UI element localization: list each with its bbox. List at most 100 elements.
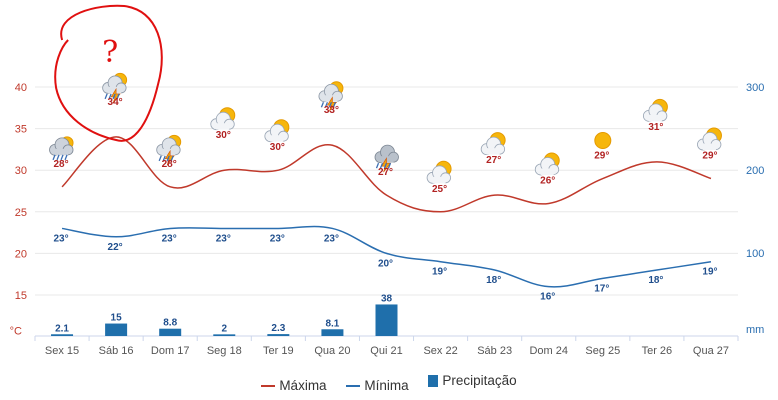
max-temp-label: 27° xyxy=(486,155,501,166)
cloud-part xyxy=(486,148,500,155)
min-temp-label: 23° xyxy=(270,233,285,244)
max-temp-label: 29° xyxy=(594,151,609,162)
rain-drop xyxy=(320,101,325,108)
precipitation-label: 2 xyxy=(221,323,227,334)
x-tick-label: Sáb 16 xyxy=(99,345,134,357)
rain-drop xyxy=(324,101,329,108)
y-unit-left: °C xyxy=(10,326,22,338)
cloud-part xyxy=(702,143,716,151)
cloud-icon xyxy=(534,157,560,176)
min-temp-label: 22° xyxy=(108,242,123,253)
weather-icon-sun xyxy=(594,132,612,150)
temperature-lines xyxy=(61,136,712,288)
cloud-icon xyxy=(318,83,343,103)
precipitation-bar xyxy=(105,323,128,336)
precipitation-label: 2.3 xyxy=(271,323,285,334)
precipitation-bar xyxy=(213,334,236,336)
min-temp-label: 23° xyxy=(324,233,339,244)
weather-icon-partly-cloudy xyxy=(480,132,506,156)
precipitation-bar xyxy=(321,329,344,336)
cloud-icon xyxy=(480,136,506,156)
max-temp-label: 30° xyxy=(216,130,231,141)
rain-drop xyxy=(162,155,166,162)
legend-item-min[interactable]: Mínima xyxy=(346,378,409,393)
precipitation-bar xyxy=(51,334,74,336)
cloud-icon xyxy=(697,132,722,151)
y-tick-left: 20 xyxy=(15,248,27,260)
rain-drop xyxy=(379,162,384,169)
x-tick-label: Qua 20 xyxy=(314,345,350,357)
cloud-part xyxy=(216,123,230,130)
cloud-icon xyxy=(264,123,289,143)
max-temp-label: 26° xyxy=(540,175,555,186)
x-tick-label: Ter 26 xyxy=(642,345,673,357)
handwritten-annotation: ? xyxy=(54,4,163,142)
rain-drop xyxy=(104,93,108,100)
min-temp-label: 23° xyxy=(53,233,68,244)
x-tick-label: Qua 27 xyxy=(693,345,729,357)
precipitation-axis: 300 200 100 mm xyxy=(746,82,764,336)
max-temp-line xyxy=(61,136,712,213)
y-tick-left: 30 xyxy=(15,165,27,177)
cloud-part xyxy=(380,156,394,163)
weather-icon-partly-cloudy xyxy=(426,160,452,184)
y-unit-right: mm xyxy=(746,324,764,336)
legend-item-max[interactable]: Máxima xyxy=(261,378,327,393)
legend-max-swatch xyxy=(261,384,276,387)
y-tick-left: 40 xyxy=(15,82,27,94)
weather-icon-partly-cloudy xyxy=(264,119,290,143)
weather-icon-storm xyxy=(318,81,344,112)
max-temp-label: 33° xyxy=(324,105,339,116)
min-temp-label: 19° xyxy=(432,267,447,278)
min-temp-label: 23° xyxy=(162,233,177,244)
min-temp-label: 18° xyxy=(486,275,501,286)
y-tick-left: 35 xyxy=(15,124,27,136)
precipitation-bar xyxy=(159,328,182,336)
rain-drop xyxy=(108,93,112,100)
weather-icon-partly-cloudy xyxy=(534,152,560,176)
cloud-part xyxy=(540,168,554,175)
min-temp-label: 16° xyxy=(540,292,555,303)
weather-icon-rain-cloud xyxy=(49,136,74,161)
max-temp-label: 28° xyxy=(53,159,68,170)
max-temp-label: 25° xyxy=(432,184,447,195)
precipitation-label: 2.1 xyxy=(55,323,69,334)
legend-min-swatch xyxy=(346,384,361,387)
weather-icons xyxy=(49,72,722,184)
chart-legend: Máxima Mínima Precipitação xyxy=(0,373,778,393)
cloud-icon xyxy=(374,144,399,164)
weather-icon-partly-cloudy xyxy=(642,98,668,122)
weather-icon-partly-cloudy xyxy=(210,107,236,131)
cloud-part xyxy=(648,114,662,122)
y-tick-right: 200 xyxy=(746,165,764,177)
x-tick-label: Ter 19 xyxy=(263,345,294,357)
cloud-part xyxy=(108,86,122,94)
rain-drop xyxy=(158,155,162,162)
weather-icon-storm xyxy=(156,134,182,166)
rain-drop xyxy=(52,154,56,161)
x-tick-label: Sex 15 xyxy=(45,345,79,357)
precipitation-label: 8.1 xyxy=(325,318,339,329)
max-temp-label: 31° xyxy=(648,122,663,133)
annotation-question-mark: ? xyxy=(102,35,118,70)
sun-icon xyxy=(594,132,612,150)
rain-drop xyxy=(60,154,64,161)
min-temp-line xyxy=(61,225,712,288)
max-temp-label: 34° xyxy=(108,97,123,108)
precipitation-label: 38 xyxy=(381,293,393,304)
max-temp-label: 29° xyxy=(702,151,717,162)
legend-prec-swatch xyxy=(428,374,439,387)
legend-prec-label: Precipitação xyxy=(442,373,517,388)
legend-item-prec[interactable]: Precipitação xyxy=(428,373,517,388)
cloud-icon xyxy=(426,165,451,184)
y-tick-right: 100 xyxy=(746,248,764,260)
x-tick-label: Sáb 23 xyxy=(477,345,512,357)
lightning-bolt xyxy=(326,96,338,112)
cloud-icon xyxy=(49,137,74,156)
precipitation-bar xyxy=(375,304,398,336)
lightning-bolt xyxy=(110,87,121,104)
cloud-part xyxy=(324,95,338,102)
cloud-icon xyxy=(156,137,181,156)
rain-drop xyxy=(383,162,388,169)
min-temp-label: 17° xyxy=(594,283,609,294)
